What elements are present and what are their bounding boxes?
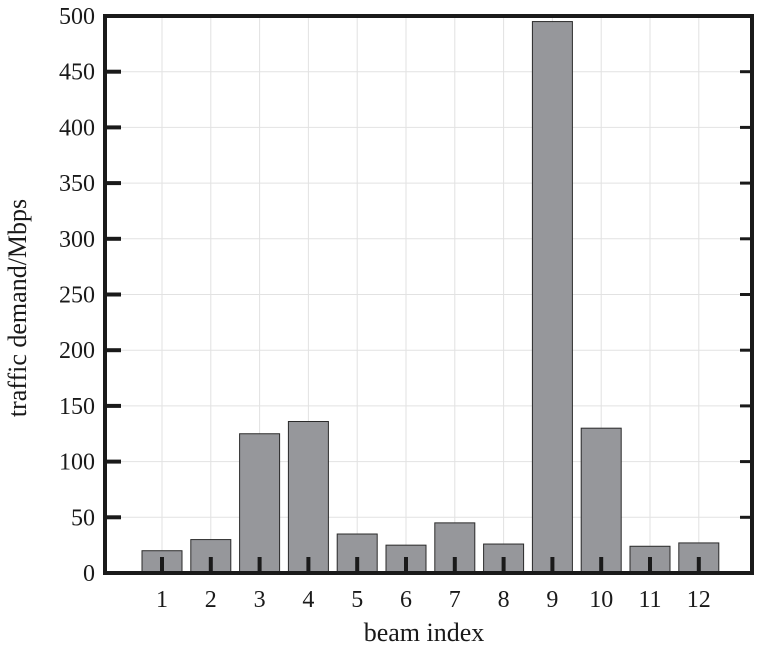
x-tick-label: 4: [302, 587, 314, 613]
x-tick-label: 2: [205, 587, 217, 613]
y-tick-label: 50: [71, 505, 95, 531]
y-axis-label: traffic demand/Mbps: [3, 199, 32, 417]
y-tick-label: 450: [59, 60, 95, 86]
x-tick-label: 5: [351, 587, 363, 613]
x-tick-label: 1: [156, 587, 168, 613]
x-tick-label: 8: [498, 587, 510, 613]
y-tick-label: 200: [59, 338, 95, 364]
bars: [141, 21, 720, 574]
x-tick-label: 11: [638, 587, 661, 613]
y-tick-label: 0: [83, 561, 95, 587]
y-tick-label: 500: [59, 4, 95, 30]
bar: [287, 420, 329, 574]
x-tick-label: 9: [546, 587, 558, 613]
x-tick-label: 6: [400, 587, 412, 613]
bar: [580, 427, 622, 574]
y-tick-label: 100: [59, 450, 95, 476]
x-axis-label: beam index: [364, 618, 485, 647]
x-tick-label: 3: [254, 587, 266, 613]
y-tick-label: 350: [59, 171, 95, 197]
bar: [531, 21, 573, 574]
y-tick-label: 150: [59, 394, 95, 420]
x-tick-label: 12: [687, 587, 711, 613]
y-tick-label: 300: [59, 227, 95, 253]
y-tick-label: 250: [59, 283, 95, 309]
y-tick-label: 400: [59, 115, 95, 141]
y-axis-ticks: 0 50 100 150 200 250 300 350 400 450 500: [59, 4, 752, 587]
x-axis-ticks: 1 2 3 4 5 6 7 8 9 10 11 12: [156, 557, 711, 613]
x-tick-label: 10: [589, 587, 613, 613]
x-tick-label: 7: [449, 587, 461, 613]
grid-lines: [105, 16, 752, 573]
bar: [239, 433, 281, 574]
